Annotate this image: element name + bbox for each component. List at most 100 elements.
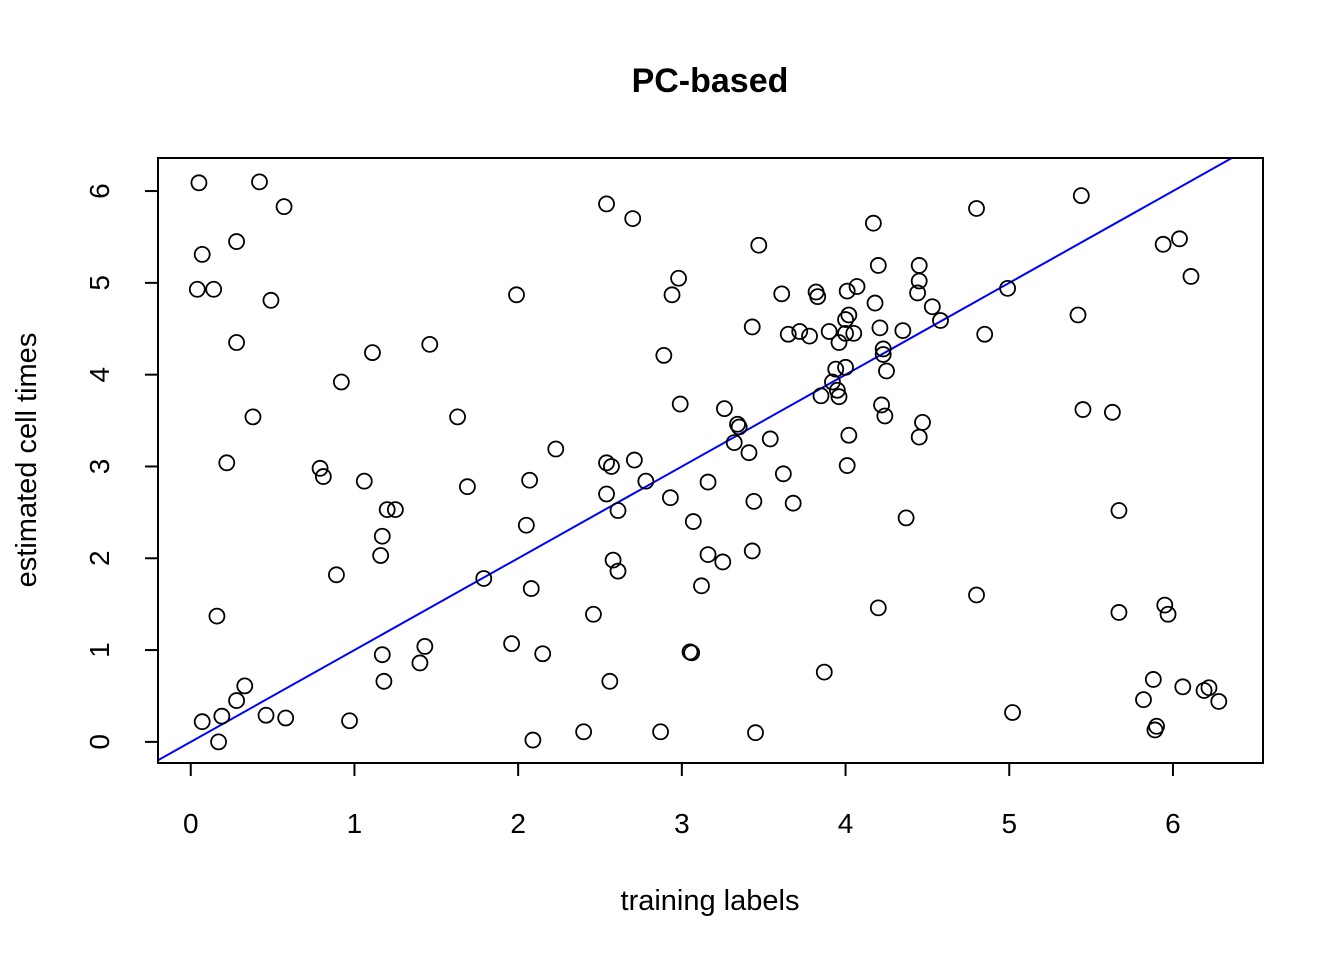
y-axis-label: estimated cell times [11,333,43,588]
data-point [508,286,525,304]
data-point [968,586,985,604]
data-point [1072,187,1090,205]
data-points [188,173,1228,751]
x-tick-label: 2 [510,808,526,839]
x-tick-label: 1 [347,808,363,839]
data-point [378,501,396,519]
data-point [809,288,827,306]
data-point [693,577,710,595]
data-point [1148,717,1165,735]
data-point [311,459,329,477]
data-point [1174,678,1192,696]
data-point [1171,230,1188,248]
data-point [745,492,763,510]
x-tick-label: 4 [838,808,854,839]
data-point [328,566,345,584]
data-point [547,440,565,458]
data-point [1210,693,1228,710]
data-point [848,278,866,295]
data-point [275,198,293,216]
data-point [840,426,858,444]
data-point [874,346,892,363]
data-point [210,733,227,751]
data-point [729,415,746,433]
data-point [373,646,391,664]
data-point [655,346,673,364]
plot-area [157,157,1264,764]
data-point [522,580,540,597]
data-point [277,709,295,727]
data-point [524,731,542,749]
data-point [372,547,390,564]
data-point [609,502,627,519]
data-point [812,387,830,405]
data-point [910,428,928,446]
data-point [534,645,552,663]
data-point [604,551,622,569]
data-point [458,478,476,496]
data-point [869,599,887,617]
y-tick-label: 0 [84,734,115,750]
data-point [193,713,211,731]
data-point [820,323,838,340]
y-tick-label: 6 [84,183,115,199]
data-point [609,562,627,580]
data-point [743,542,761,560]
data-point [801,327,818,345]
data-point [188,280,206,298]
data-point [521,471,539,489]
data-point [750,236,768,254]
data-point [932,312,949,329]
data-point [257,706,275,724]
data-point [661,489,679,507]
data-point [637,472,655,490]
data-point [1135,691,1152,709]
data-point [208,607,226,625]
data-point [871,319,889,337]
x-tick-label: 0 [183,808,199,839]
data-point [897,509,915,527]
data-point [341,712,358,730]
data-point [827,360,845,378]
data-point [603,458,620,475]
data-point [663,286,681,304]
data-point [416,638,434,655]
data-point [838,457,856,474]
data-point [213,707,231,725]
data-point [355,472,373,490]
data-point [838,282,856,300]
data-point [364,344,381,362]
data-point [1154,235,1172,253]
data-point [1110,604,1128,621]
data-point [1156,596,1174,614]
x-axis: 0 1 2 3 4 5 6 [183,762,1181,839]
data-point [193,245,211,263]
data-point [699,473,717,491]
data-point [999,279,1017,297]
data-point [894,322,912,339]
data-point [773,285,791,303]
data-point [976,325,994,343]
data-point [716,400,733,418]
data-point [873,396,890,414]
data-point [784,494,802,512]
data-point [624,210,642,227]
data-point [1200,679,1218,697]
x-tick-label: 5 [1001,808,1017,839]
data-point [864,214,882,232]
data-point [1004,704,1021,721]
reference-line [158,158,1234,762]
data-point [747,724,764,742]
y-tick-label: 1 [84,642,115,658]
data-point [421,335,439,353]
data-point [375,672,393,690]
data-point [740,444,758,462]
plot-frame [157,157,1264,764]
chart-title: PC-based [632,62,789,100]
data-point [1144,671,1162,688]
data-point [837,358,854,376]
data-point [910,272,928,290]
data-point [910,257,928,274]
data-point [774,465,792,483]
y-axis: 0 1 2 3 4 5 6 [84,183,159,750]
